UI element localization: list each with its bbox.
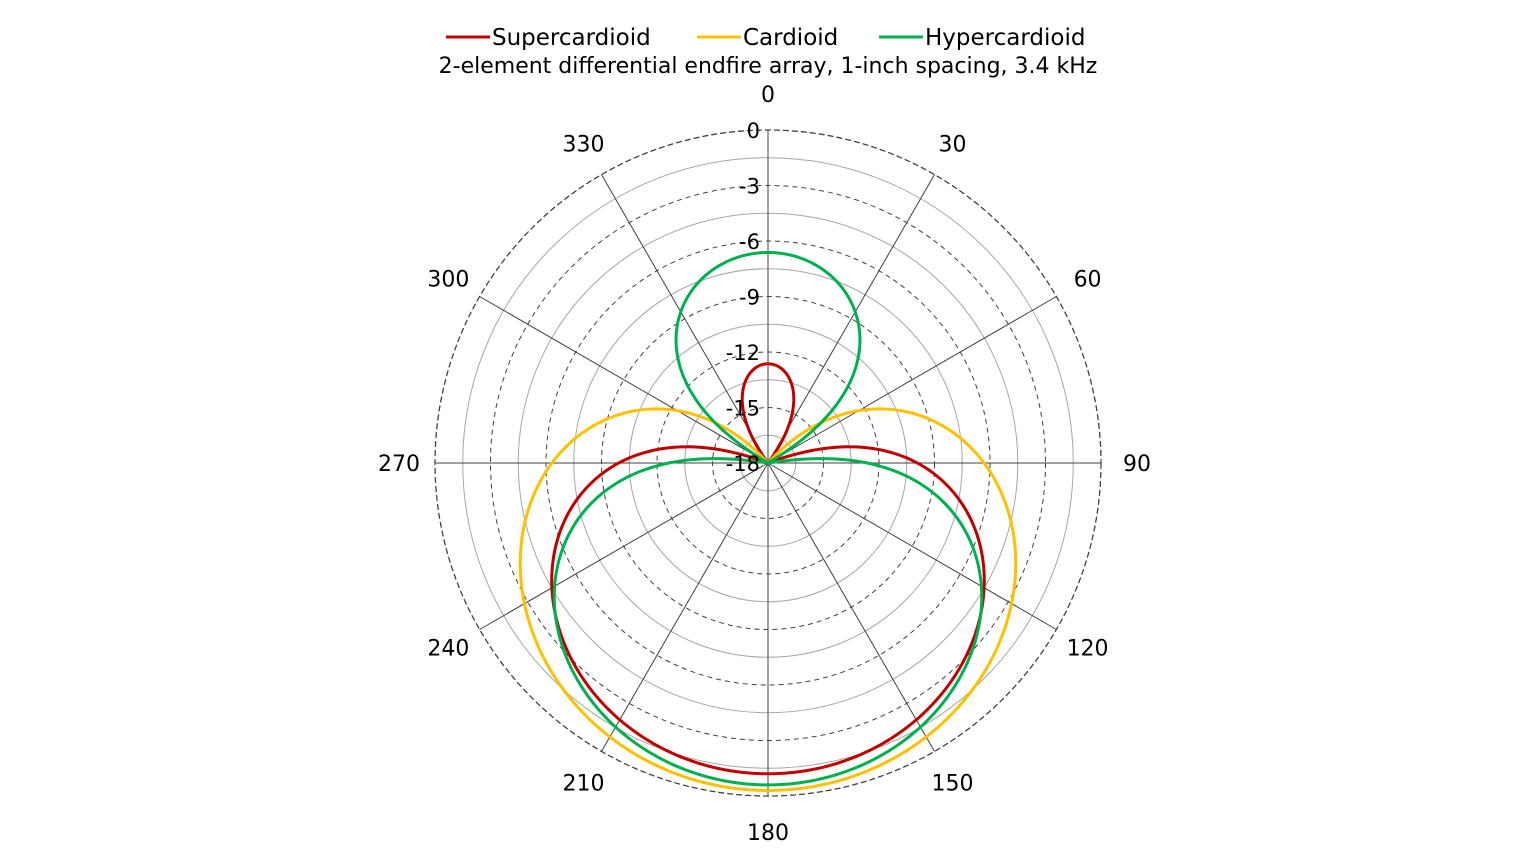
- angle-tick-label: 210: [563, 772, 605, 797]
- angle-tick-label: 300: [427, 268, 469, 293]
- grid-spoke: [479, 462, 769, 630]
- grid-spoke: [767, 462, 935, 752]
- series-line-hypercardioid: [552, 250, 984, 787]
- outer-ring: [434, 129, 1102, 797]
- grid-spoke: [767, 296, 1057, 464]
- angle-tick-label: 90: [1123, 452, 1151, 477]
- legend-label-cardioid: Cardioid: [743, 25, 838, 51]
- radial-tick-label: -6: [739, 230, 760, 254]
- angle-tick-label: 120: [1067, 637, 1109, 662]
- angle-tick-label: 270: [378, 452, 420, 477]
- grid-spoke: [767, 174, 935, 464]
- polar-grid: [434, 129, 1102, 797]
- radial-tick-label: -3: [739, 175, 760, 199]
- series-layer: [518, 250, 1018, 792]
- angle-tick-label: 150: [932, 772, 974, 797]
- axis-labels: 0 -3 -6 -9 -12 -15 -18 0 30 60 90 120 150 180 210 240 27…: [378, 83, 1151, 846]
- grid-spoke: [601, 462, 769, 752]
- chart-title: 2-element differential endfire array, 1-…: [439, 54, 1098, 79]
- grid-spoke: [601, 174, 769, 464]
- legend-label-hypercardioid: Hypercardioid: [925, 25, 1085, 51]
- angle-tick-label: 60: [1074, 268, 1102, 293]
- angle-tick-label: 0: [761, 83, 775, 108]
- grid-spoke: [479, 296, 769, 464]
- grid-spoke: [767, 462, 1057, 630]
- angle-tick-label: 30: [939, 132, 967, 157]
- series-line-supercardioid: [550, 362, 986, 776]
- radial-tick-label: -9: [739, 286, 760, 310]
- legend-label-supercardioid: Supercardioid: [492, 25, 651, 51]
- radial-tick-label: -18: [726, 452, 760, 476]
- angle-tick-label: 180: [747, 821, 789, 846]
- radial-tick-label: 0: [747, 119, 760, 143]
- angle-tick-label: 240: [427, 637, 469, 662]
- series-line-cardioid: [518, 407, 1018, 792]
- radial-tick-label: -12: [726, 341, 760, 365]
- legend: Supercardioid Cardioid Hypercardioid: [446, 25, 1085, 51]
- angle-tick-label: 330: [563, 132, 605, 157]
- radial-tick-label: -15: [726, 397, 760, 421]
